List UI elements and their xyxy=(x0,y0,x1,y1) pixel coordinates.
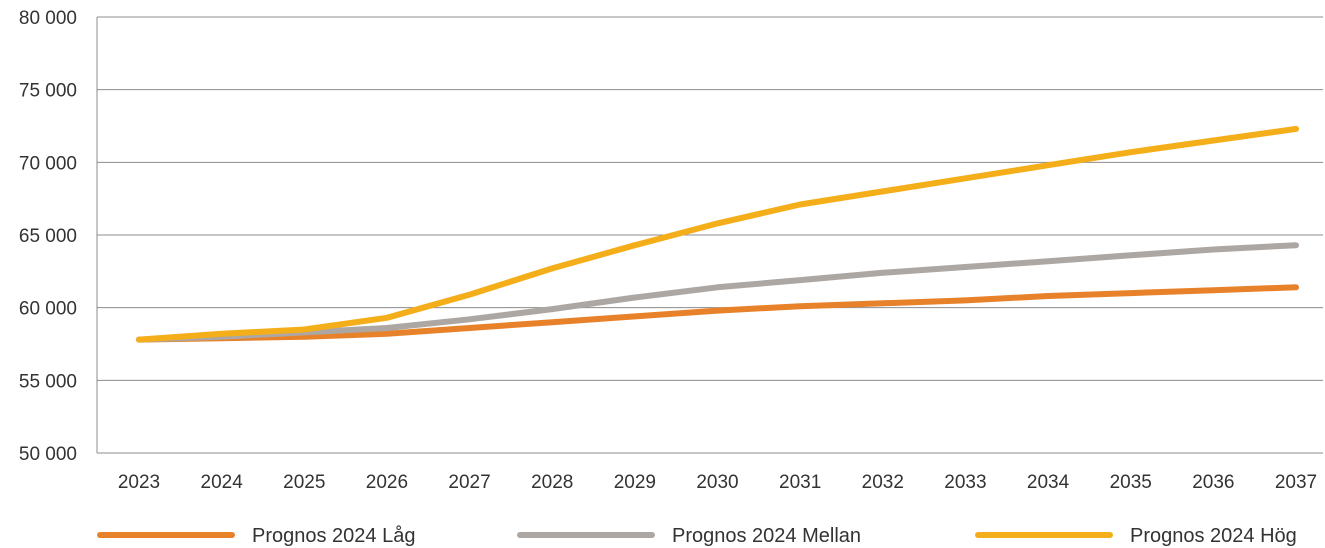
x-tick-label: 2036 xyxy=(1192,472,1234,493)
x-tick-label: 2024 xyxy=(201,472,244,493)
x-tick-label: 2026 xyxy=(366,472,408,493)
series-lines xyxy=(136,125,1299,343)
legend: Prognos 2024 Låg Prognos 2024 Mellan Progn… xyxy=(97,525,1297,547)
y-tick-label: 75 000 xyxy=(19,81,77,102)
x-tick-label: 2035 xyxy=(1110,472,1152,493)
series-line-1 xyxy=(136,284,1299,343)
x-axis-tick-labels: 2023 2024 2025 2026 2027 2028 2029 2030 2031 2032… xyxy=(118,472,1317,493)
y-tick-label: 70 000 xyxy=(19,153,77,174)
series-line-2 xyxy=(136,242,1299,343)
y-tick-label: 60 000 xyxy=(19,299,77,320)
y-tick-label: 50 000 xyxy=(19,444,77,465)
legend-label: Prognos 2024 Hög xyxy=(1130,525,1297,547)
x-tick-label: 2031 xyxy=(779,472,821,493)
x-tick-label: 2030 xyxy=(696,472,738,493)
series-line-3 xyxy=(136,125,1299,343)
legend-label: Prognos 2024 Låg xyxy=(252,525,415,547)
y-tick-label: 80 000 xyxy=(19,8,77,29)
x-tick-label: 2027 xyxy=(448,472,490,493)
x-tick-label: 2025 xyxy=(283,472,325,493)
y-tick-label: 55 000 xyxy=(19,371,77,392)
x-tick-label: 2029 xyxy=(614,472,656,493)
y-tick-label: 65 000 xyxy=(19,226,77,247)
legend-label: Prognos 2024 Mellan xyxy=(672,525,861,547)
x-tick-label: 2034 xyxy=(1027,472,1070,493)
x-tick-label: 2028 xyxy=(531,472,573,493)
y-axis-tick-labels: 50 000 55 000 60 000 65 000 70 000 75 000 80 0… xyxy=(19,8,77,465)
x-tick-label: 2023 xyxy=(118,472,160,493)
x-tick-label: 2033 xyxy=(944,472,986,493)
x-tick-label: 2037 xyxy=(1275,472,1317,493)
grid-lines xyxy=(97,16,1323,454)
x-tick-label: 2032 xyxy=(862,472,904,493)
